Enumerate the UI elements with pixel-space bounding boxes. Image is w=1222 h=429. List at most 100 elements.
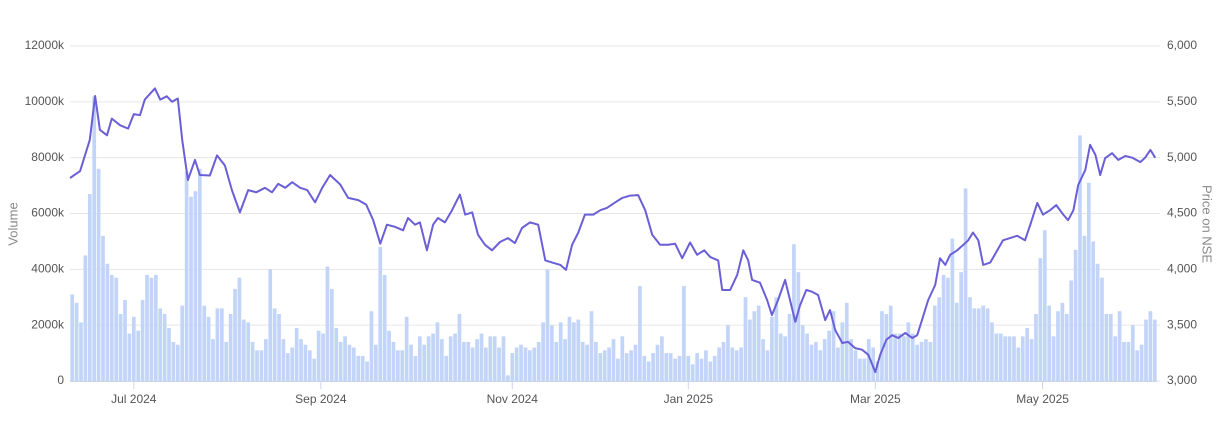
volume-bar — [998, 333, 1003, 381]
volume-bar — [827, 330, 831, 381]
volume-bar — [756, 305, 761, 381]
volume-bar — [545, 269, 550, 381]
volume-bar — [1056, 311, 1060, 381]
volume-bar — [1086, 182, 1091, 381]
volume-bar — [1139, 344, 1144, 381]
volume-bar — [211, 339, 215, 381]
volume-bar — [409, 344, 413, 381]
volume-bar — [572, 322, 576, 381]
volume-bar — [616, 358, 620, 381]
y2-tick-label: 6,000 — [1167, 38, 1197, 52]
volume-bar — [783, 336, 787, 381]
volume-bar — [928, 341, 933, 381]
volume-bar — [281, 339, 286, 381]
volume-bar — [884, 314, 889, 381]
volume-bar — [325, 266, 330, 381]
x-tick-label: May 2025 — [1016, 392, 1069, 406]
volume-bar — [1038, 258, 1043, 381]
volume-bar — [431, 333, 435, 381]
volume-bar — [673, 358, 677, 381]
volume-bar — [255, 350, 259, 381]
volume-bar — [382, 274, 387, 381]
volume-bar — [233, 288, 237, 381]
volume-bar — [818, 350, 823, 381]
volume-bar — [206, 316, 211, 381]
volume-bar — [422, 344, 427, 381]
volume-bar — [1152, 319, 1157, 381]
volume-bar — [638, 286, 642, 381]
volume-bar — [334, 327, 339, 381]
volume-bar — [849, 339, 853, 381]
volume-bar — [378, 247, 383, 381]
volume-bar — [602, 350, 607, 381]
volume-bar — [954, 302, 959, 381]
volume-bar — [492, 336, 497, 381]
volume-bar — [1130, 325, 1135, 381]
volume-bar — [937, 297, 942, 381]
volume-bar — [369, 311, 374, 381]
volume-bar — [1078, 135, 1082, 381]
volume-bar — [743, 297, 748, 381]
volume-bar — [840, 322, 845, 381]
volume-bar — [1082, 235, 1087, 381]
volume-bar — [475, 339, 479, 381]
volume-bar — [1091, 241, 1096, 381]
volume-bar — [814, 341, 818, 381]
volume-bar — [950, 238, 955, 381]
volume-bar — [1073, 249, 1078, 381]
volume-bar — [932, 305, 937, 381]
volume-bar — [523, 347, 528, 381]
volume-bar — [708, 361, 713, 381]
y-tick-label: 8000k — [31, 150, 65, 164]
volume-bar — [726, 325, 730, 381]
volume-bar — [497, 347, 501, 381]
volume-bar — [462, 341, 466, 381]
volume-bar — [554, 341, 559, 381]
volume-bar — [651, 353, 655, 381]
volume-bar — [180, 305, 185, 381]
volume-bar — [558, 322, 563, 381]
volume-bar — [580, 341, 585, 381]
x-tick-label: Jul 2024 — [111, 392, 157, 406]
volume-bar — [149, 277, 154, 381]
volume-bar — [712, 355, 717, 381]
volume-bar — [263, 339, 268, 381]
volume-bar — [237, 277, 242, 381]
volume-bar — [1007, 336, 1012, 381]
volume-bar — [959, 272, 964, 381]
volume-bar — [897, 333, 902, 381]
volume-bar — [162, 314, 167, 381]
volume-bar — [528, 350, 532, 381]
y-tick-label: 6000k — [31, 206, 65, 220]
volume-bar — [435, 322, 440, 381]
volume-bar — [457, 314, 462, 381]
volume-bar — [853, 350, 858, 381]
volume-bar — [774, 297, 779, 381]
y2-tick-label: 5,500 — [1167, 94, 1197, 108]
volume-bar — [519, 344, 523, 381]
volume-bar — [272, 308, 277, 381]
volume-bar — [136, 330, 141, 381]
volume-bar — [1047, 305, 1052, 381]
volume-bar — [576, 319, 581, 381]
volume-bar — [598, 353, 603, 381]
y-tick-label: 12000k — [25, 38, 65, 52]
volume-bar — [228, 314, 233, 381]
volume-bar — [303, 344, 308, 381]
volume-bar — [74, 302, 79, 381]
volume-bar — [805, 333, 809, 381]
volume-bar — [1025, 327, 1030, 381]
volume-bar — [171, 341, 176, 381]
volume-bar — [387, 330, 391, 381]
volume-bar — [717, 347, 721, 381]
volume-bar — [752, 311, 757, 381]
volume-bar — [153, 274, 158, 381]
volume-bar — [624, 353, 629, 381]
x-tick-label: Sep 2024 — [295, 392, 347, 406]
volume-bar — [924, 339, 928, 381]
volume-bar — [92, 96, 97, 381]
volume-bar — [1016, 347, 1021, 381]
volume-bar — [316, 330, 321, 381]
volume-bar — [770, 316, 774, 381]
